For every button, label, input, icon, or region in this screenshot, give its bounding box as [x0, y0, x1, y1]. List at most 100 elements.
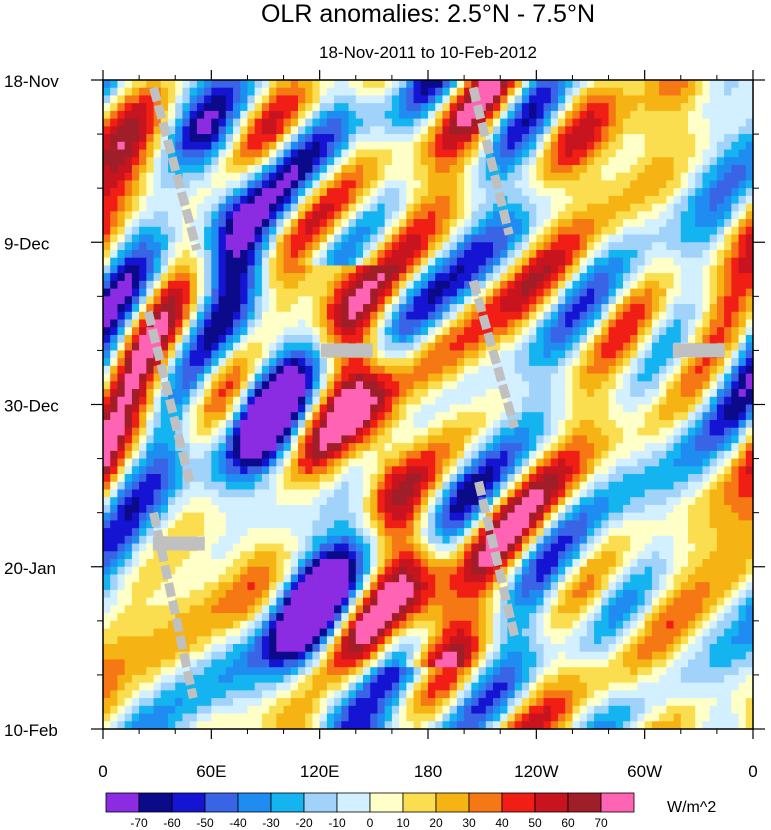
field-cell: [586, 149, 595, 158]
field-cell: [233, 188, 241, 197]
field-cell: [507, 242, 516, 251]
field-cell: [680, 450, 689, 460]
field-cell: [500, 342, 509, 352]
field-cell: [724, 226, 732, 236]
field-cell: [312, 195, 321, 205]
field-cell: [514, 350, 523, 359]
field-cell: [153, 118, 162, 127]
field-cell: [586, 265, 595, 274]
field-cell: [348, 280, 357, 290]
field-cell: [377, 381, 386, 390]
field-cell: [363, 157, 371, 166]
field-cell: [146, 481, 155, 491]
field-cell: [283, 373, 292, 382]
field-cell: [196, 497, 205, 506]
field-cell: [435, 458, 444, 467]
field-cell: [168, 497, 176, 506]
field-cell: [269, 273, 277, 282]
field-cell: [478, 257, 487, 267]
field-cell: [529, 350, 537, 359]
field-cell: [601, 172, 610, 182]
field-cell: [334, 203, 342, 212]
field-cell: [709, 80, 718, 89]
field-cell: [175, 288, 184, 297]
field-cell: [702, 134, 711, 143]
field-cell: [384, 219, 393, 228]
field-cell: [565, 234, 574, 243]
field-cell: [218, 242, 227, 251]
field-cell: [644, 458, 653, 467]
field-cell: [529, 87, 537, 97]
field-cell: [247, 458, 256, 467]
field-cell: [529, 466, 537, 475]
field-cell: [644, 242, 653, 251]
field-cell: [283, 497, 292, 506]
field-cell: [218, 427, 227, 437]
field-cell: [204, 504, 212, 514]
field-cell: [305, 211, 314, 220]
field-cell: [507, 80, 516, 89]
field-cell: [305, 195, 314, 205]
field-cell: [731, 141, 740, 151]
field-cell: [594, 95, 602, 104]
field-cell: [377, 435, 386, 444]
field-cell: [702, 381, 711, 390]
field-cell: [680, 242, 689, 251]
field-cell: [175, 211, 184, 220]
field-cell: [377, 141, 386, 151]
field-cell: [312, 265, 321, 274]
field-cell: [493, 249, 501, 259]
field-cell: [449, 80, 458, 89]
field-cell: [305, 234, 314, 243]
field-cell: [254, 319, 263, 328]
field-cell: [702, 118, 711, 127]
field-cell: [420, 265, 429, 274]
field-cell: [196, 288, 205, 297]
field-cell: [514, 435, 523, 444]
field-cell: [298, 273, 306, 282]
field-cell: [500, 164, 509, 174]
field-cell: [254, 443, 263, 452]
field-cell: [644, 342, 653, 352]
field-cell: [529, 126, 537, 135]
field-cell: [117, 141, 126, 151]
field-cell: [449, 365, 458, 375]
field-cell: [594, 195, 602, 205]
field-cell: [139, 396, 147, 406]
field-cell: [420, 188, 429, 197]
field-cell: [615, 481, 624, 491]
field-cell: [341, 481, 350, 491]
field-cell: [464, 396, 472, 406]
field-cell: [464, 365, 472, 375]
field-cell: [673, 273, 682, 282]
field-cell: [211, 273, 220, 282]
field-cell: [565, 172, 574, 182]
field-cell: [637, 242, 646, 251]
field-cell: [341, 443, 350, 452]
field-cell: [420, 311, 429, 321]
field-cell: [254, 257, 263, 267]
field-cell: [709, 141, 718, 151]
field-cell: [745, 134, 754, 143]
field-cell: [478, 450, 487, 460]
field-cell: [565, 95, 574, 104]
field-cell: [305, 419, 314, 429]
field-cell: [594, 404, 602, 413]
field-cell: [673, 103, 682, 112]
field-cell: [565, 164, 574, 174]
field-cell: [709, 234, 718, 243]
field-cell: [558, 149, 566, 158]
field-cell: [471, 126, 480, 135]
field-cell: [623, 481, 631, 491]
field-cell: [550, 450, 559, 460]
field-cell: [377, 211, 386, 220]
field-cell: [391, 296, 400, 305]
field-cell: [745, 481, 754, 491]
field-cell: [153, 497, 162, 506]
field-cell: [500, 288, 509, 297]
field-cell: [211, 504, 220, 514]
field-cell: [269, 481, 277, 491]
field-cell: [550, 481, 559, 491]
field-cell: [117, 103, 126, 112]
field-cell: [298, 458, 306, 467]
